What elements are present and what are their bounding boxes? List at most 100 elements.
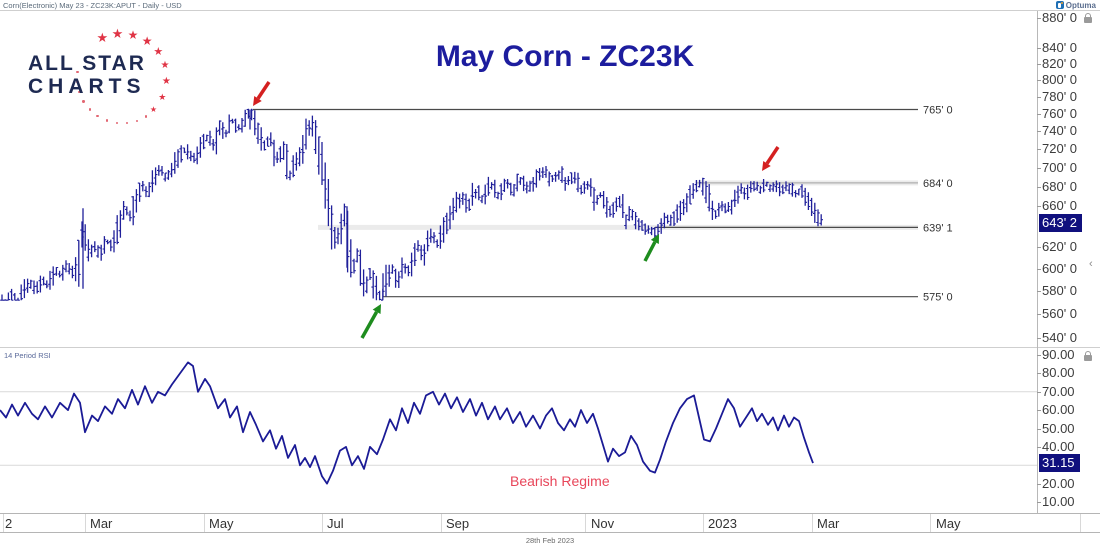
- last-price-badge: 643' 2: [1039, 214, 1083, 232]
- rsi-tick-label[interactable]: 40.00: [1037, 439, 1075, 454]
- star-dot: [96, 114, 99, 118]
- star-dot: [105, 119, 108, 122]
- x-axis-cell-border: [703, 514, 704, 532]
- x-axis-label[interactable]: Sep: [446, 516, 470, 531]
- level-label: 639' 1: [923, 222, 953, 234]
- optuma-logo-text: Optuma: [1065, 0, 1096, 10]
- top-info-bar: Corn(Electronic) May 23 - ZC23K:APUT - D…: [0, 0, 1100, 11]
- instrument-title: Corn(Electronic) May 23 - ZC23K:APUT - D…: [3, 1, 182, 10]
- star-dot: [135, 119, 139, 122]
- x-axis-cell-border: [3, 514, 4, 532]
- rsi-tick-label[interactable]: 90.00: [1037, 347, 1075, 362]
- star-dot: [125, 121, 129, 125]
- price-tick-label[interactable]: 840' 0: [1036, 40, 1078, 55]
- panel-divider[interactable]: [0, 347, 1100, 348]
- level-band[interactable]: [318, 224, 918, 230]
- star-icon: ★: [96, 29, 109, 45]
- star-dot: [115, 121, 118, 125]
- price-tick-label[interactable]: 580' 0: [1036, 283, 1078, 298]
- level-label: 575' 0: [923, 292, 953, 304]
- price-tick-label[interactable]: 700' 0: [1036, 160, 1078, 175]
- all-star-charts-logo: ALL STAR CHARTS: [28, 52, 146, 99]
- x-axis-cell-border: [85, 514, 86, 532]
- price-close-ticks: [2, 109, 823, 301]
- star-dot: [88, 108, 92, 111]
- price-tick-label[interactable]: 760' 0: [1036, 106, 1078, 121]
- rsi-tick-label[interactable]: 70.00: [1037, 384, 1075, 399]
- x-axis-cell-border: [441, 514, 442, 532]
- annotation-arrowhead: [253, 96, 262, 106]
- star-icon: ★: [127, 27, 139, 42]
- rsi-tick-label[interactable]: 50.00: [1037, 421, 1075, 436]
- x-axis-label[interactable]: 2: [5, 516, 13, 531]
- rsi-tick-label[interactable]: 20.00: [1037, 476, 1075, 491]
- level-label: 765' 0: [923, 105, 953, 117]
- price-tick-label[interactable]: 740' 0: [1036, 123, 1078, 138]
- bearish-regime-annotation: Bearish Regime: [510, 473, 610, 489]
- rsi-tick-label[interactable]: 80.00: [1037, 365, 1075, 380]
- price-tick-label[interactable]: 620' 0: [1036, 239, 1078, 254]
- x-axis-cell-border: [1080, 514, 1081, 532]
- price-open-ticks: [0, 109, 822, 301]
- x-axis-label[interactable]: Mar: [90, 516, 113, 531]
- price-tick-label[interactable]: 800' 0: [1036, 72, 1078, 87]
- level-label: 684' 0: [923, 178, 953, 190]
- x-axis-label[interactable]: Jul: [327, 516, 344, 531]
- x-axis-label[interactable]: May: [936, 516, 961, 531]
- price-tick-label[interactable]: 820' 0: [1036, 56, 1078, 71]
- star-dot: [144, 115, 148, 118]
- rsi-tool-label: 14 Period RSI: [4, 351, 51, 360]
- annotation-arrowhead: [372, 304, 381, 315]
- star-dot: [76, 80, 79, 84]
- price-tick-label[interactable]: 780' 0: [1036, 89, 1078, 104]
- x-axis-cell-border: [204, 514, 205, 532]
- page-title: May Corn - ZC23K: [435, 40, 695, 73]
- optuma-logo-icon: [1055, 1, 1064, 9]
- annotation-arrowhead: [762, 161, 771, 171]
- x-axis-cell-border: [930, 514, 931, 532]
- star-icon: ★: [161, 75, 171, 87]
- price-tick-label[interactable]: 560' 0: [1036, 306, 1078, 321]
- optuma-logo: Optuma: [1055, 0, 1096, 10]
- y-axis-divider: [1037, 11, 1038, 513]
- annotation-arrow[interactable]: [256, 81, 271, 100]
- annotation-arrow[interactable]: [765, 146, 780, 165]
- x-axis-label[interactable]: Nov: [591, 516, 615, 531]
- star-dot: [82, 100, 85, 103]
- x-axis[interactable]: 2 Mar May Jul Sep Nov 2023 Mar May: [0, 513, 1100, 533]
- rsi-tick-label[interactable]: 10.00: [1037, 494, 1075, 509]
- panel-collapse-chevron-icon[interactable]: ‹: [1089, 258, 1093, 270]
- price-tick-label[interactable]: 880' 0: [1036, 10, 1078, 25]
- star-icon: ★: [149, 104, 157, 114]
- price-tick-label[interactable]: 660' 0: [1036, 198, 1078, 213]
- price-axis-lock-icon[interactable]: [1084, 13, 1092, 23]
- price-tick-label[interactable]: 720' 0: [1036, 141, 1078, 156]
- x-axis-label[interactable]: Mar: [817, 516, 840, 531]
- price-tick-label[interactable]: 600' 0: [1036, 261, 1078, 276]
- star-icon: ★: [111, 25, 124, 41]
- asc-logo-line2: CHARTS: [28, 75, 146, 98]
- star-icon: ★: [160, 60, 170, 72]
- star-dot: [76, 70, 79, 74]
- x-axis-cell-border: [585, 514, 586, 532]
- star-dot: [78, 90, 81, 94]
- rsi-value-badge: 31.15: [1039, 454, 1080, 472]
- rsi-line[interactable]: [0, 361, 814, 485]
- star-icon: ★: [153, 45, 164, 58]
- star-icon: ★: [158, 91, 167, 102]
- price-tick-label[interactable]: 680' 0: [1036, 179, 1078, 194]
- rsi-axis-lock-icon[interactable]: [1084, 351, 1092, 361]
- x-axis-cell-border: [812, 514, 813, 532]
- annotation-arrowhead: [650, 234, 659, 245]
- x-axis-cell-border: [322, 514, 323, 532]
- x-axis-label[interactable]: May: [209, 516, 234, 531]
- annotation-arrow[interactable]: [360, 311, 379, 339]
- asc-logo-line1: ALL STAR: [28, 52, 146, 75]
- x-axis-label[interactable]: 2023: [708, 516, 737, 531]
- rsi-tick-label[interactable]: 60.00: [1037, 402, 1075, 417]
- price-tick-label[interactable]: 540' 0: [1036, 330, 1078, 345]
- annotation-arrow[interactable]: [643, 241, 657, 262]
